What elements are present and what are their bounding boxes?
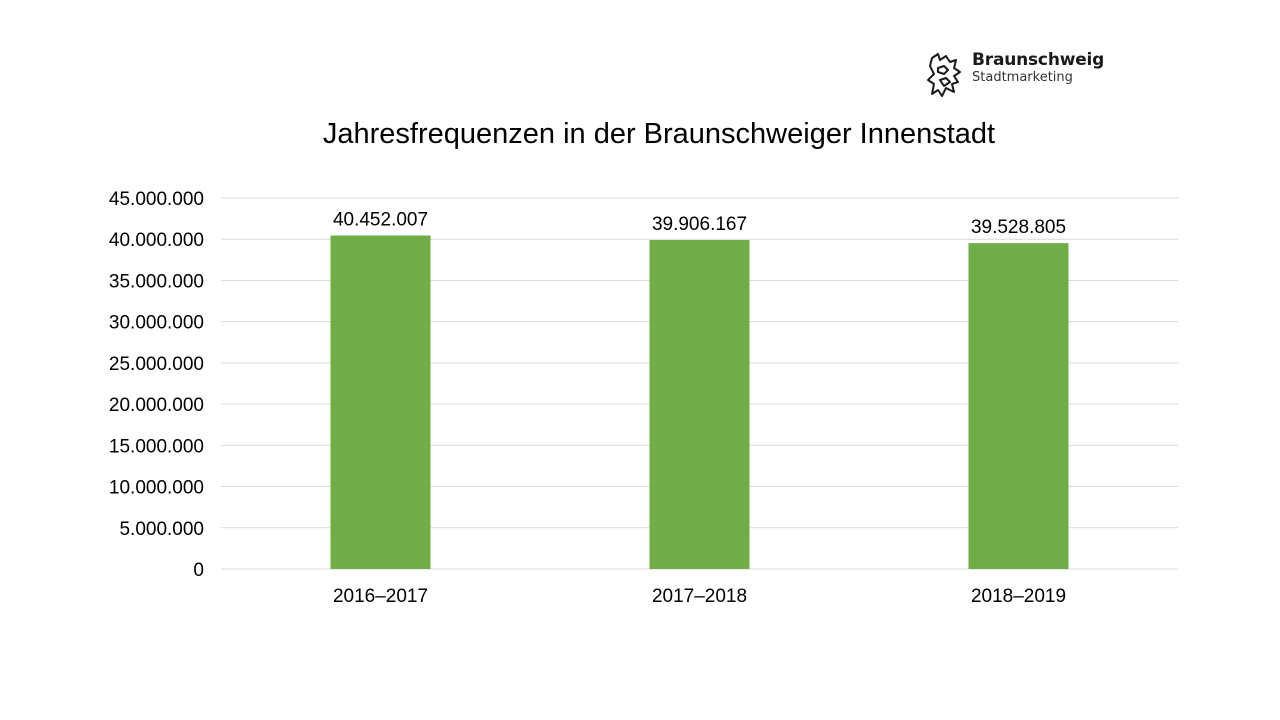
y-tick-label: 15.000.000 — [109, 436, 204, 457]
y-tick-label: 0 — [193, 560, 204, 581]
y-tick-label: 5.000.000 — [119, 519, 204, 540]
bar — [330, 235, 431, 570]
x-category-label: 2018–2019 — [971, 586, 1066, 607]
y-tick-label: 20.000.000 — [109, 395, 204, 416]
y-tick-label: 25.000.000 — [109, 354, 204, 375]
y-tick-label: 10.000.000 — [109, 478, 204, 499]
data-label: 39.528.805 — [971, 217, 1066, 238]
y-axis-ticks: 0 5.000.000 10.000.000 15.000.000 20.000.000… — [109, 189, 204, 581]
brand-subtitle: Stadtmarketing — [972, 70, 1073, 85]
bar — [968, 243, 1069, 569]
x-axis-categories: 2016–2017 2017–2018 2018–2019 — [333, 586, 1066, 607]
x-category-label: 2016–2017 — [333, 586, 428, 607]
bars: 40.452.007 39.906.167 39.528.805 — [330, 209, 1069, 570]
data-label: 40.452.007 — [333, 209, 428, 230]
lion-crest-icon — [927, 53, 961, 97]
data-label: 39.906.167 — [652, 214, 747, 235]
y-tick-label: 35.000.000 — [109, 271, 204, 292]
brand-name: Braunschweig — [972, 50, 1105, 70]
y-tick-label: 40.000.000 — [109, 230, 204, 251]
chart-title: Jahresfrequenzen in der Braunschweiger I… — [322, 118, 996, 150]
y-tick-label: 45.000.000 — [109, 189, 204, 210]
bar — [649, 239, 750, 569]
x-category-label: 2017–2018 — [652, 586, 747, 607]
brand-logo: Braunschweig Stadtmarketing — [926, 50, 1104, 102]
y-tick-label: 30.000.000 — [109, 313, 204, 334]
